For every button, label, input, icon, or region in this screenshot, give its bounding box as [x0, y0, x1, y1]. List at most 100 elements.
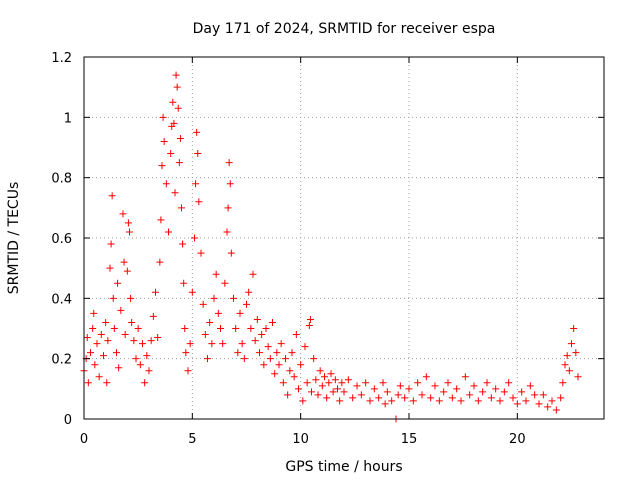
- data-point: [396, 382, 404, 390]
- data-point: [483, 379, 491, 387]
- data-point: [266, 355, 274, 363]
- data-point: [559, 379, 567, 387]
- data-point: [113, 349, 120, 357]
- data-point: [526, 382, 534, 390]
- data-point: [260, 361, 268, 369]
- data-point: [93, 340, 101, 348]
- data-point: [152, 288, 159, 296]
- data-point: [147, 337, 155, 345]
- data-point: [206, 318, 214, 326]
- data-point: [479, 388, 487, 396]
- data-point: [279, 379, 287, 387]
- data-point: [227, 249, 235, 257]
- data-point: [325, 379, 333, 387]
- data-point: [301, 343, 309, 351]
- data-point: [247, 325, 255, 332]
- data-point: [258, 331, 266, 339]
- data-point: [509, 394, 517, 402]
- data-point: [143, 352, 151, 360]
- data-point: [329, 388, 337, 396]
- data-point: [548, 397, 556, 405]
- data-point: [574, 373, 582, 381]
- data-point: [331, 376, 339, 384]
- data-point: [201, 331, 209, 339]
- data-point: [531, 391, 539, 399]
- data-point: [103, 379, 111, 387]
- data-point: [375, 394, 383, 402]
- y-tick-label: 1.2: [51, 51, 72, 66]
- data-point: [217, 325, 224, 332]
- data-point: [249, 270, 257, 278]
- data-point: [492, 385, 500, 393]
- data-point: [299, 397, 307, 405]
- data-point: [539, 391, 547, 399]
- data-point: [557, 394, 565, 402]
- data-point: [134, 325, 142, 332]
- data-point: [184, 367, 192, 375]
- data-point: [179, 240, 187, 248]
- data-point: [323, 394, 331, 402]
- data-point: [277, 340, 285, 348]
- data-point: [418, 391, 426, 399]
- data-point: [295, 385, 302, 393]
- data-point: [394, 391, 402, 399]
- data-point: [157, 216, 165, 224]
- y-tick-label: 0.4: [51, 292, 72, 307]
- data-point: [308, 388, 315, 396]
- data-point: [314, 391, 322, 399]
- y-tick-label: 1: [64, 111, 72, 126]
- data-point: [409, 397, 417, 405]
- data-point: [145, 367, 153, 375]
- data-point: [156, 258, 164, 266]
- data-point: [245, 288, 253, 296]
- data-point: [193, 128, 201, 136]
- data-point: [106, 264, 114, 272]
- data-point: [109, 294, 117, 302]
- data-point: [327, 370, 335, 378]
- data-point: [544, 403, 552, 411]
- data-point: [174, 104, 182, 112]
- data-point: [132, 355, 140, 363]
- data-point: [100, 352, 107, 360]
- data-point: [212, 270, 220, 278]
- axis-ticks: 0 5 10 15 20 0 0.2 0.4 0.6 0.8 1 1.2: [51, 51, 604, 447]
- data-point: [171, 189, 179, 197]
- data-point: [496, 397, 504, 405]
- data-point: [173, 83, 181, 91]
- data-point: [552, 406, 560, 414]
- data-point: [470, 382, 478, 390]
- data-point: [180, 279, 188, 287]
- data-point: [357, 391, 365, 399]
- data-point: [457, 397, 465, 405]
- data-point: [321, 373, 328, 381]
- y-tick-label: 0.6: [51, 232, 72, 247]
- data-point: [383, 388, 391, 396]
- data-point: [226, 180, 234, 188]
- data-point: [448, 394, 456, 402]
- data-point: [353, 382, 361, 390]
- data-point: [102, 318, 110, 326]
- data-points: [80, 71, 582, 423]
- data-point: [273, 349, 281, 357]
- y-tick-label: 0.2: [51, 353, 72, 368]
- y-tick-label: 0: [64, 413, 72, 428]
- data-point: [108, 192, 116, 200]
- data-point: [401, 394, 409, 402]
- data-point: [117, 306, 125, 314]
- data-point: [440, 388, 448, 396]
- data-point: [121, 331, 129, 339]
- data-point: [232, 325, 240, 332]
- data-point: [160, 137, 168, 145]
- data-point: [340, 388, 348, 396]
- data-point: [136, 361, 144, 369]
- data-point: [158, 162, 166, 170]
- data-point: [208, 340, 216, 348]
- chart-title: Day 171 of 2024, SRMTID for receiver esp…: [193, 21, 496, 37]
- data-point: [570, 325, 578, 332]
- data-point: [83, 334, 91, 342]
- data-point: [453, 385, 461, 393]
- data-point: [238, 340, 246, 348]
- data-point: [444, 379, 452, 387]
- data-point: [141, 379, 149, 387]
- data-point: [95, 373, 103, 381]
